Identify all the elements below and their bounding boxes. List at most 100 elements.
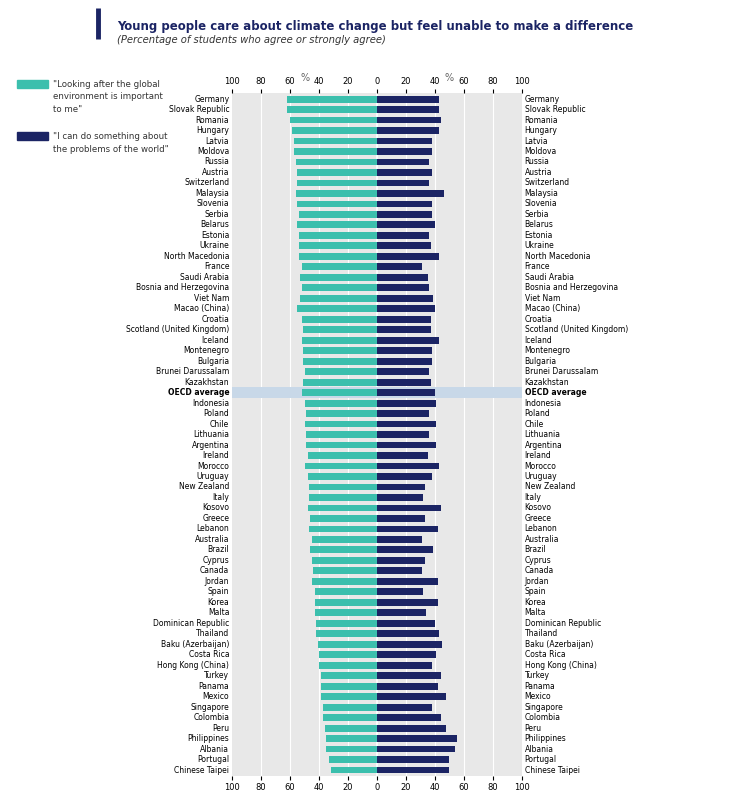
Text: Austria: Austria xyxy=(525,168,552,177)
Bar xyxy=(306,431,377,438)
Text: Hong Kong (China): Hong Kong (China) xyxy=(158,661,229,670)
Text: Spain: Spain xyxy=(525,587,546,596)
Text: Dominican Republic: Dominican Republic xyxy=(525,619,601,628)
Bar xyxy=(297,169,377,176)
Text: Brunei Darussalam: Brunei Darussalam xyxy=(525,367,598,376)
Bar xyxy=(377,138,432,144)
Bar xyxy=(305,462,377,470)
Bar xyxy=(377,441,437,449)
Bar xyxy=(377,672,440,679)
Bar xyxy=(316,630,377,638)
Bar xyxy=(319,662,377,669)
Text: Chinese Taipei: Chinese Taipei xyxy=(525,766,580,775)
Text: Ukraine: Ukraine xyxy=(200,241,229,250)
Bar xyxy=(290,117,377,123)
Text: Romania: Romania xyxy=(525,115,558,124)
Bar xyxy=(377,190,443,197)
Bar xyxy=(303,326,377,333)
Bar xyxy=(377,746,455,752)
Bar xyxy=(377,588,423,596)
Text: Australia: Australia xyxy=(525,535,559,544)
Text: "I can do something about
the problems of the world": "I can do something about the problems o… xyxy=(53,132,169,154)
Text: Philippines: Philippines xyxy=(525,734,566,743)
Text: Bulgaria: Bulgaria xyxy=(198,357,229,366)
Text: New Zealand: New Zealand xyxy=(525,483,575,491)
Text: Viet Nam: Viet Nam xyxy=(525,294,560,303)
Text: Korea: Korea xyxy=(525,598,547,607)
Text: Colombia: Colombia xyxy=(525,713,561,722)
Bar xyxy=(305,399,377,407)
Text: Slovenia: Slovenia xyxy=(197,199,229,208)
Bar xyxy=(377,221,435,228)
Text: Ireland: Ireland xyxy=(525,451,551,460)
Bar xyxy=(377,389,435,396)
Text: Germany: Germany xyxy=(525,94,559,103)
Bar xyxy=(297,200,377,207)
Bar xyxy=(317,641,377,648)
Text: Indonesia: Indonesia xyxy=(192,399,229,408)
Bar xyxy=(309,483,377,491)
Text: Belarus: Belarus xyxy=(201,220,229,229)
Text: Chinese Taipei: Chinese Taipei xyxy=(174,766,229,775)
Bar xyxy=(377,630,440,638)
Text: Philippines: Philippines xyxy=(188,734,229,743)
Text: Saudi Arabia: Saudi Arabia xyxy=(180,273,229,282)
Text: Uruguay: Uruguay xyxy=(525,472,557,481)
Text: Latvia: Latvia xyxy=(206,136,229,145)
Text: Romania: Romania xyxy=(196,115,229,124)
Text: Malaysia: Malaysia xyxy=(195,189,229,198)
Bar xyxy=(299,211,377,218)
Bar xyxy=(303,378,377,386)
Text: Hungary: Hungary xyxy=(525,126,557,135)
Bar xyxy=(308,452,377,459)
Text: Belarus: Belarus xyxy=(525,220,553,229)
Text: Malta: Malta xyxy=(525,608,546,617)
Text: Thailand: Thailand xyxy=(196,629,229,638)
Text: Greece: Greece xyxy=(202,514,229,523)
Text: Morocco: Morocco xyxy=(198,462,229,470)
Bar xyxy=(314,609,377,617)
Text: Croatia: Croatia xyxy=(525,315,553,324)
Text: OECD average: OECD average xyxy=(167,388,229,397)
Text: "Looking after the global
environment is important
to me": "Looking after the global environment is… xyxy=(53,80,163,114)
Bar xyxy=(297,179,377,186)
Text: Lithuania: Lithuania xyxy=(193,430,229,439)
Text: France: France xyxy=(204,262,229,271)
Bar xyxy=(302,284,377,291)
Bar xyxy=(316,620,377,627)
Bar xyxy=(300,295,377,302)
Text: Slovak Republic: Slovak Republic xyxy=(169,105,229,114)
Bar xyxy=(377,599,438,606)
Bar xyxy=(377,295,434,302)
Bar xyxy=(377,693,446,700)
Text: Macao (China): Macao (China) xyxy=(174,304,229,313)
Bar xyxy=(377,462,440,470)
Bar xyxy=(377,420,437,428)
Bar xyxy=(377,347,432,354)
Text: Iceland: Iceland xyxy=(525,336,553,345)
Text: Italy: Italy xyxy=(213,493,229,502)
Bar xyxy=(377,274,428,281)
Bar xyxy=(303,358,377,365)
Text: Russia: Russia xyxy=(204,157,229,166)
Bar xyxy=(377,536,422,543)
Text: %: % xyxy=(445,73,454,83)
Text: Jordan: Jordan xyxy=(525,577,549,586)
Text: Spain: Spain xyxy=(208,587,229,596)
Bar xyxy=(377,305,435,312)
Bar xyxy=(377,96,440,102)
Bar xyxy=(300,274,377,281)
Text: Bulgaria: Bulgaria xyxy=(525,357,556,366)
Text: Croatia: Croatia xyxy=(201,315,229,324)
Bar xyxy=(287,107,377,113)
Text: Saudi Arabia: Saudi Arabia xyxy=(525,273,574,282)
Text: Uruguay: Uruguay xyxy=(197,472,229,481)
Bar xyxy=(377,410,429,417)
Text: Baku (Azerbaijan): Baku (Azerbaijan) xyxy=(525,640,593,649)
Bar xyxy=(377,525,438,533)
Bar xyxy=(377,641,442,648)
Bar xyxy=(326,735,377,742)
Bar xyxy=(377,232,429,239)
Bar xyxy=(319,651,377,659)
Bar xyxy=(309,494,377,501)
